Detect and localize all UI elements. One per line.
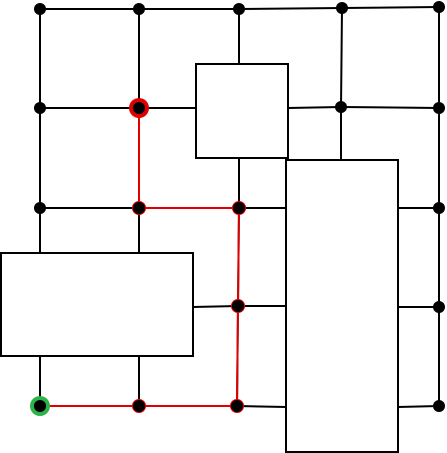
grid-node [433,102,445,114]
obstacle-blocks [0,63,399,453]
grid-node [335,101,347,113]
upper-center-block [195,63,289,159]
grid-edge [238,7,343,10]
grid-node [34,3,46,15]
grid-edge [341,6,440,9]
grid-node [34,400,46,412]
path-segment [237,207,240,307]
grid-node [133,3,145,15]
grid-edge [192,305,239,308]
left-wide-block [0,252,194,357]
grid-node [233,3,245,15]
grid-nodes [30,1,445,416]
grid-edge [287,106,342,109]
grid-node [233,202,245,214]
grid-node [133,400,145,412]
grid-edge [236,405,287,408]
grid-node [433,400,445,412]
grid-node [231,400,243,412]
grid-node [232,300,244,312]
grid-node [133,102,145,114]
grid-edge [397,405,440,408]
grid-node [34,202,46,214]
tall-right-block [285,159,399,453]
grid-node [433,1,445,13]
grid-node [433,301,445,313]
grid-node [336,2,348,14]
grid-edge [340,106,440,109]
grid-edge [340,7,343,108]
path-segment [236,305,239,407]
grid-node [34,102,46,114]
grid-node [433,202,445,214]
highlighted-path [39,107,240,407]
grid-node [133,202,145,214]
